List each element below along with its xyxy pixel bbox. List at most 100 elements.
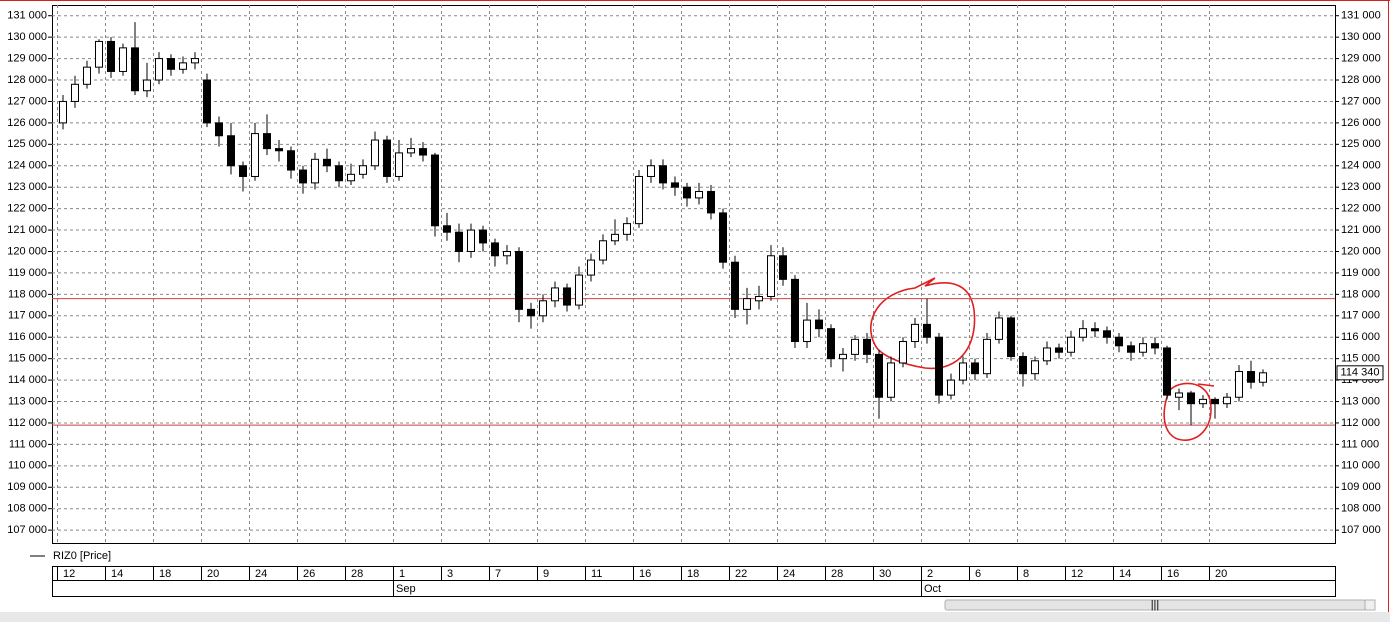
y-tick-label: 116 000 <box>1341 331 1380 343</box>
x-tick-label: 14 <box>1119 568 1131 580</box>
candle-body <box>1151 343 1159 349</box>
y-tick-label: 129 000 <box>1341 52 1381 64</box>
y-tick-label: 127 000 <box>7 95 47 107</box>
y-tick-label: 128 000 <box>1341 74 1381 86</box>
x-month-label: Sep <box>396 583 416 595</box>
x-tick-label: 1 <box>399 568 405 580</box>
candle-body <box>419 148 427 156</box>
candle-body <box>647 165 655 177</box>
candle-body <box>215 122 223 137</box>
candle-body <box>467 229 475 252</box>
candle-body <box>1103 330 1111 338</box>
candle-body <box>719 212 727 263</box>
x-tick-label: 24 <box>255 568 267 580</box>
y-tick-label: 129 000 <box>7 52 47 64</box>
candle-body <box>791 278 799 343</box>
scrollbar-grip[interactable]: ||| <box>1151 599 1160 611</box>
status-strip <box>0 612 1390 622</box>
x-tick-label: 8 <box>1023 568 1029 580</box>
candle-body <box>59 100 67 124</box>
y-tick-label: 117 000 <box>1341 310 1380 322</box>
y-tick-label: 124 000 <box>1341 160 1381 172</box>
candle-body <box>323 158 331 167</box>
y-tick-label: 131 000 <box>7 10 47 22</box>
candle-body <box>1259 372 1267 383</box>
x-tick-label: 24 <box>783 568 795 580</box>
x-tick-label: 7 <box>495 568 501 580</box>
x-tick-label: 6 <box>975 568 981 580</box>
candle-body <box>83 66 91 85</box>
last-price-box <box>1336 365 1384 381</box>
y-tick-label: 108 000 <box>7 503 47 515</box>
candle-body <box>479 229 487 244</box>
x-tick-label: 20 <box>1215 568 1227 580</box>
candle-body <box>851 338 859 355</box>
x-tick-label: 28 <box>351 568 363 580</box>
candle-body <box>203 79 211 124</box>
x-tick-label: 12 <box>1071 568 1083 580</box>
candle-body <box>1067 336 1075 353</box>
candle-body <box>959 362 967 381</box>
candle-body <box>575 274 583 306</box>
y-tick-label: 109 000 <box>7 481 47 493</box>
candle-body <box>167 58 175 70</box>
y-tick-label: 119 000 <box>1341 267 1380 279</box>
candle-body <box>407 148 415 154</box>
x-tick-label: 18 <box>159 568 171 580</box>
candle-body <box>191 58 199 64</box>
candle-body <box>1247 371 1255 383</box>
y-tick-label: 111 000 <box>9 438 47 450</box>
y-tick-label: 122 000 <box>7 203 47 215</box>
candle-body <box>923 323 931 338</box>
y-tick-label: 110 000 <box>1341 460 1380 472</box>
candle-body <box>371 139 379 167</box>
candle-body <box>491 242 499 257</box>
candle-body <box>803 319 811 343</box>
last-price-label: 114 340 <box>1341 367 1380 379</box>
candle-body <box>695 190 703 199</box>
y-tick-label: 113 000 <box>1341 395 1380 407</box>
candle-body <box>599 240 607 261</box>
y-tick-label: 124 000 <box>7 160 47 172</box>
candle-body <box>887 362 895 398</box>
candle-body <box>779 255 787 280</box>
y-tick-label: 127 000 <box>1341 95 1381 107</box>
candle-body <box>563 287 571 306</box>
y-tick-label: 117 000 <box>8 310 47 322</box>
y-tick-label: 118 000 <box>1341 288 1380 300</box>
y-tick-label: 108 000 <box>1341 503 1381 515</box>
y-tick-label: 121 000 <box>1341 224 1381 236</box>
candle-body <box>683 186 691 199</box>
y-tick-label: 126 000 <box>1341 117 1381 129</box>
y-tick-label: 126 000 <box>7 117 47 129</box>
candle-body <box>239 165 247 177</box>
x-tick-label: 16 <box>1167 568 1179 580</box>
annotation-circle <box>1163 382 1215 441</box>
candle-body <box>179 62 187 70</box>
candle-body <box>395 152 403 177</box>
candle-body <box>1175 392 1183 398</box>
candle-body <box>623 223 631 235</box>
candle-body <box>863 338 871 355</box>
candle-body <box>971 362 979 375</box>
y-tick-label: 115 000 <box>1341 353 1380 365</box>
candle-body <box>1079 328 1087 338</box>
candle-body <box>1139 343 1147 353</box>
candle-body <box>635 175 643 225</box>
x-tick-label: 26 <box>303 568 315 580</box>
candle-body <box>731 261 739 310</box>
candle-body <box>155 58 163 81</box>
candle-body <box>1235 371 1243 398</box>
candle-body <box>131 47 139 92</box>
y-tick-label: 118 000 <box>8 288 47 300</box>
plot-frame <box>52 5 1336 544</box>
candle-body <box>107 40 115 72</box>
candle-body <box>1223 396 1231 405</box>
candle-body <box>539 300 547 317</box>
x-tick-label: 9 <box>543 568 549 580</box>
candle-body <box>995 317 1003 340</box>
scroll-right[interactable] <box>1364 599 1376 611</box>
candle-body <box>347 173 355 182</box>
